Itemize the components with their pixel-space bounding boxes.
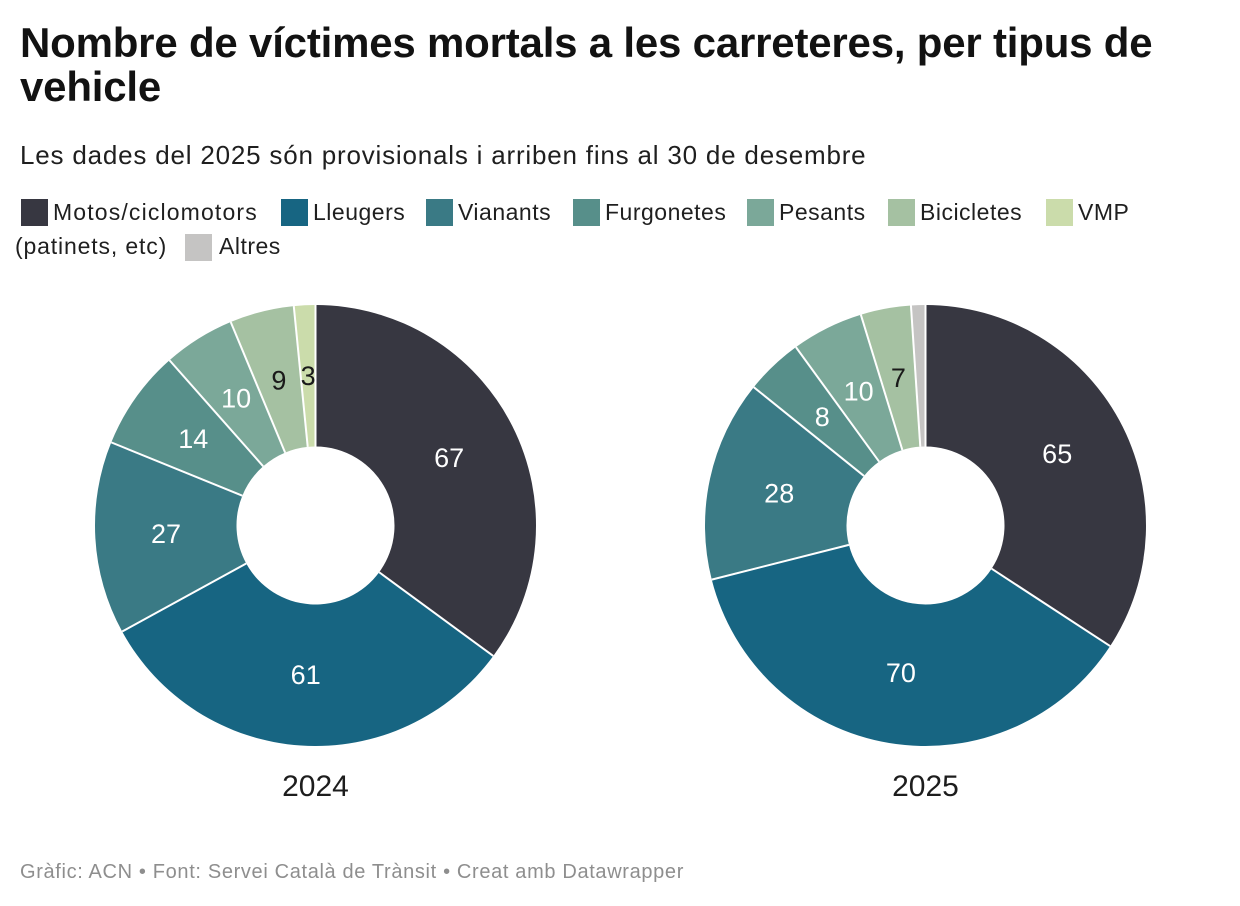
svg-text:2025: 2025: [892, 770, 959, 803]
svg-text:9: 9: [271, 365, 286, 395]
svg-text:61: 61: [291, 660, 321, 690]
svg-text:70: 70: [886, 658, 916, 688]
svg-text:27: 27: [151, 519, 181, 549]
svg-text:14: 14: [178, 424, 208, 454]
svg-text:67: 67: [434, 443, 464, 473]
svg-text:2024: 2024: [282, 770, 349, 803]
svg-text:7: 7: [891, 363, 906, 393]
svg-text:65: 65: [1042, 439, 1072, 469]
svg-text:3: 3: [301, 361, 316, 391]
svg-text:10: 10: [221, 384, 251, 414]
svg-text:8: 8: [815, 402, 830, 432]
svg-text:10: 10: [844, 377, 874, 407]
svg-text:28: 28: [764, 479, 794, 509]
